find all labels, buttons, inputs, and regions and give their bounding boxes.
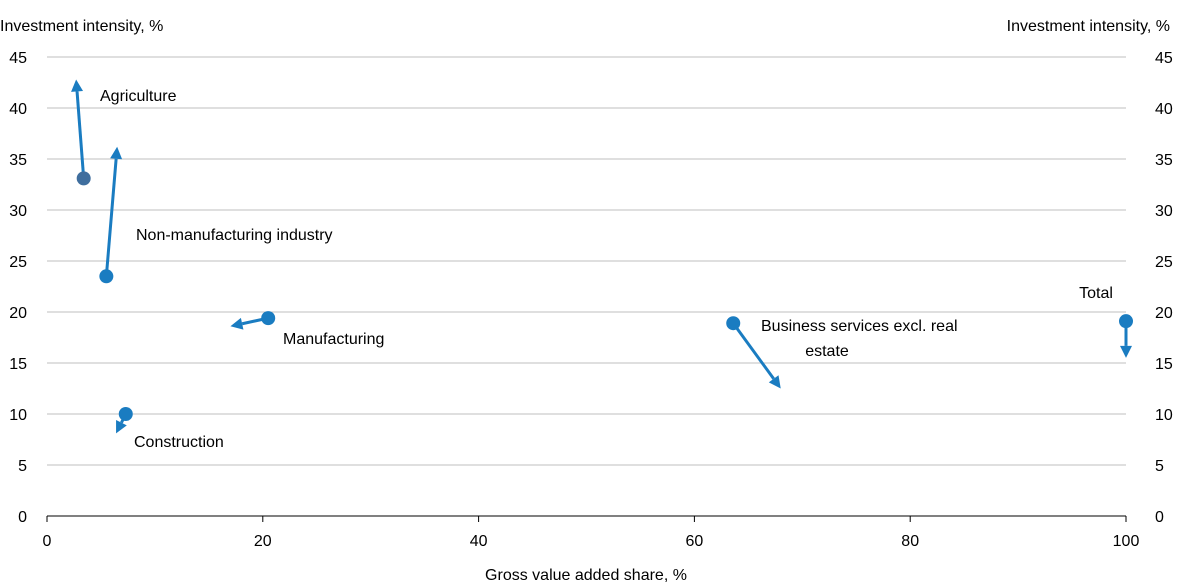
y-tick-label-right: 25 xyxy=(1155,254,1173,271)
data-point xyxy=(726,316,741,331)
y-tick-label-right: 5 xyxy=(1155,458,1164,475)
change-arrow-line xyxy=(75,91,86,179)
data-point xyxy=(1119,314,1133,329)
y-tick-label-left: 10 xyxy=(9,407,27,424)
x-tick-label: 60 xyxy=(686,533,704,550)
x-tick-label: 80 xyxy=(901,533,919,550)
change-arrow-head xyxy=(230,317,244,330)
change-arrow-head xyxy=(768,375,781,389)
y-axis-title-left: Investment intensity, % xyxy=(0,18,163,35)
y-tick-label-right: 45 xyxy=(1155,50,1173,67)
y-tick-label-left: 5 xyxy=(18,458,27,475)
data-point xyxy=(76,171,91,186)
y-tick-label-right: 0 xyxy=(1155,509,1164,526)
annotation-construction: Construction xyxy=(134,434,224,451)
y-tick-label-left: 45 xyxy=(9,50,27,67)
y-tick-label-left: 35 xyxy=(9,152,27,169)
x-tick-label: 40 xyxy=(470,533,488,550)
x-tick-label: 0 xyxy=(43,533,52,550)
x-axis-title: Gross value added share, % xyxy=(485,567,687,584)
annotation-agriculture: Agriculture xyxy=(100,88,177,105)
change-arrow-head xyxy=(110,146,123,160)
series xyxy=(71,79,1133,434)
x-tick-label: 20 xyxy=(254,533,272,550)
y-tick-label-right: 35 xyxy=(1155,152,1173,169)
change-arrow-line xyxy=(104,158,118,277)
y-axis-title-right: Investment intensity, % xyxy=(1007,18,1170,35)
annotation-business-services-line1: Business services excl. real xyxy=(761,318,958,335)
y-tick-label-left: 25 xyxy=(9,254,27,271)
y-tick-label-left: 40 xyxy=(9,101,27,118)
y-tick-label-left: 0 xyxy=(18,509,27,526)
data-point xyxy=(99,269,114,284)
annotation-non-manufacturing: Non-manufacturing industry xyxy=(136,227,333,244)
change-arrow-line xyxy=(732,322,775,380)
y-tick-label-right: 30 xyxy=(1155,203,1173,220)
y-tick-label-left: 30 xyxy=(9,203,27,220)
y-tick-label-right: 15 xyxy=(1155,356,1173,373)
y-tick-label-left: 15 xyxy=(9,356,27,373)
gridlines xyxy=(47,56,1126,466)
change-arrow-head xyxy=(116,419,127,434)
data-point xyxy=(261,311,276,326)
annotation-business-services-line2: estate xyxy=(805,343,849,360)
y-tick-label-right: 40 xyxy=(1155,101,1173,118)
y-tick-label-left: 20 xyxy=(9,305,27,322)
x-tick-label: 100 xyxy=(1113,533,1140,550)
annotation-manufacturing: Manufacturing xyxy=(283,331,384,348)
y-tick-label-right: 10 xyxy=(1155,407,1173,424)
change-arrow-head xyxy=(71,79,84,92)
change-arrow-head xyxy=(1120,345,1132,358)
y-tick-label-right: 20 xyxy=(1155,305,1173,322)
annotation-total: Total xyxy=(1079,285,1113,302)
data-point xyxy=(118,407,133,421)
